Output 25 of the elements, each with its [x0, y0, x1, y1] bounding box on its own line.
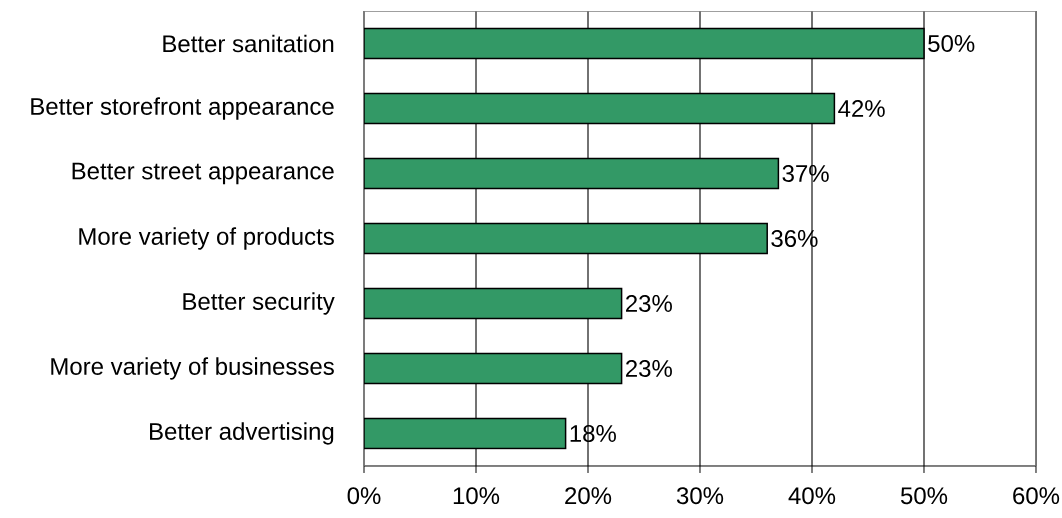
y-tick-label: Better sanitation — [163, 34, 334, 53]
data-label: 23% — [626, 295, 672, 312]
bar — [364, 222, 768, 255]
y-tick-label: Better street appearance — [72, 162, 334, 185]
x-tick-label: 50% — [900, 487, 948, 505]
data-label: 50% — [928, 35, 975, 52]
bar — [364, 287, 623, 320]
data-label: 23% — [626, 360, 672, 377]
bar — [364, 417, 567, 450]
x-tick-label: 40% — [788, 487, 836, 505]
x-tick-label: 0% — [347, 487, 381, 505]
y-tick-label: More variety of businesses — [51, 357, 334, 380]
y-tick-label: Better advertising — [150, 422, 334, 445]
bar — [364, 352, 623, 385]
y-tick-label: More variety of products — [79, 227, 334, 250]
x-tick-label: 30% — [676, 487, 724, 505]
bar — [364, 27, 925, 60]
data-label: 42% — [838, 100, 885, 117]
x-tick-label: 10% — [453, 487, 500, 505]
bar — [364, 92, 836, 125]
y-tick-label: Better storefront appearance — [31, 97, 334, 120]
x-tick-label: 60% — [1013, 487, 1060, 505]
x-tick-label: 20% — [565, 487, 612, 505]
y-tick-label: Better security — [183, 292, 335, 315]
bar — [364, 157, 780, 190]
